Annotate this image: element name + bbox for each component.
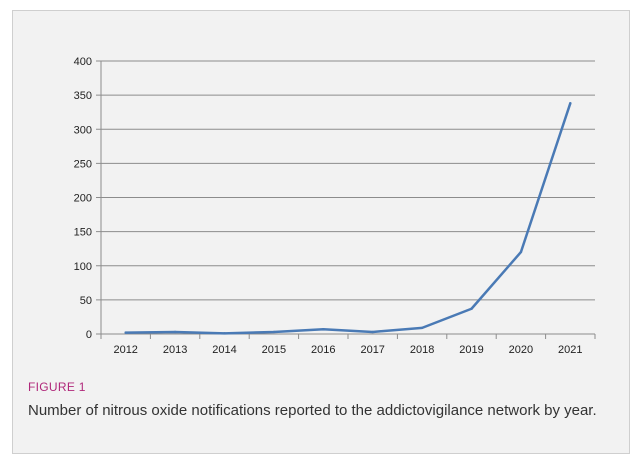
data-point — [569, 102, 572, 105]
y-tick-label: 150 — [74, 227, 92, 239]
x-tick-label: 2017 — [360, 344, 384, 356]
data-point — [420, 326, 424, 330]
x-tick-label: 2020 — [509, 344, 533, 356]
data-point — [223, 332, 226, 335]
y-tick-label: 400 — [74, 56, 92, 68]
y-tick-label: 0 — [86, 329, 92, 341]
x-tick-label: 2015 — [262, 344, 286, 356]
series-line — [124, 102, 572, 335]
y-tick-label: 50 — [80, 295, 92, 307]
y-tick-label: 100 — [74, 261, 92, 273]
chart-area: 0 50 100 150 200 250 300 350 400 2012 2013 2014 2015… — [21, 19, 621, 379]
x-tick-label: 2012 — [113, 344, 137, 356]
data-point — [124, 331, 127, 334]
figure-caption: Number of nitrous oxide notifications re… — [28, 402, 597, 419]
data-point — [470, 307, 473, 310]
line-chart: 0 50 100 150 200 250 300 350 400 2012 2013 2014 2015… — [74, 56, 596, 356]
y-tick-label: 250 — [74, 158, 92, 170]
x-tick-label: 2013 — [163, 344, 187, 356]
x-tick-label: 2021 — [558, 344, 582, 356]
y-tick-label: 300 — [74, 124, 92, 136]
x-tick-label: 2016 — [311, 344, 335, 356]
figure-panel: 0 50 100 150 200 250 300 350 400 2012 2013 2014 2015… — [12, 10, 630, 454]
data-point — [371, 330, 374, 334]
x-tick-label: 2018 — [410, 344, 434, 356]
data-point — [272, 330, 276, 334]
data-point — [322, 328, 325, 331]
figure-label: FIGURE 1 — [28, 380, 86, 394]
y-tick-label: 200 — [74, 193, 92, 205]
y-tick-label: 350 — [74, 90, 92, 102]
data-point — [173, 330, 177, 334]
x-tick-label: 2014 — [212, 344, 236, 356]
data-point — [519, 250, 523, 254]
x-tick-label: 2019 — [459, 344, 483, 356]
